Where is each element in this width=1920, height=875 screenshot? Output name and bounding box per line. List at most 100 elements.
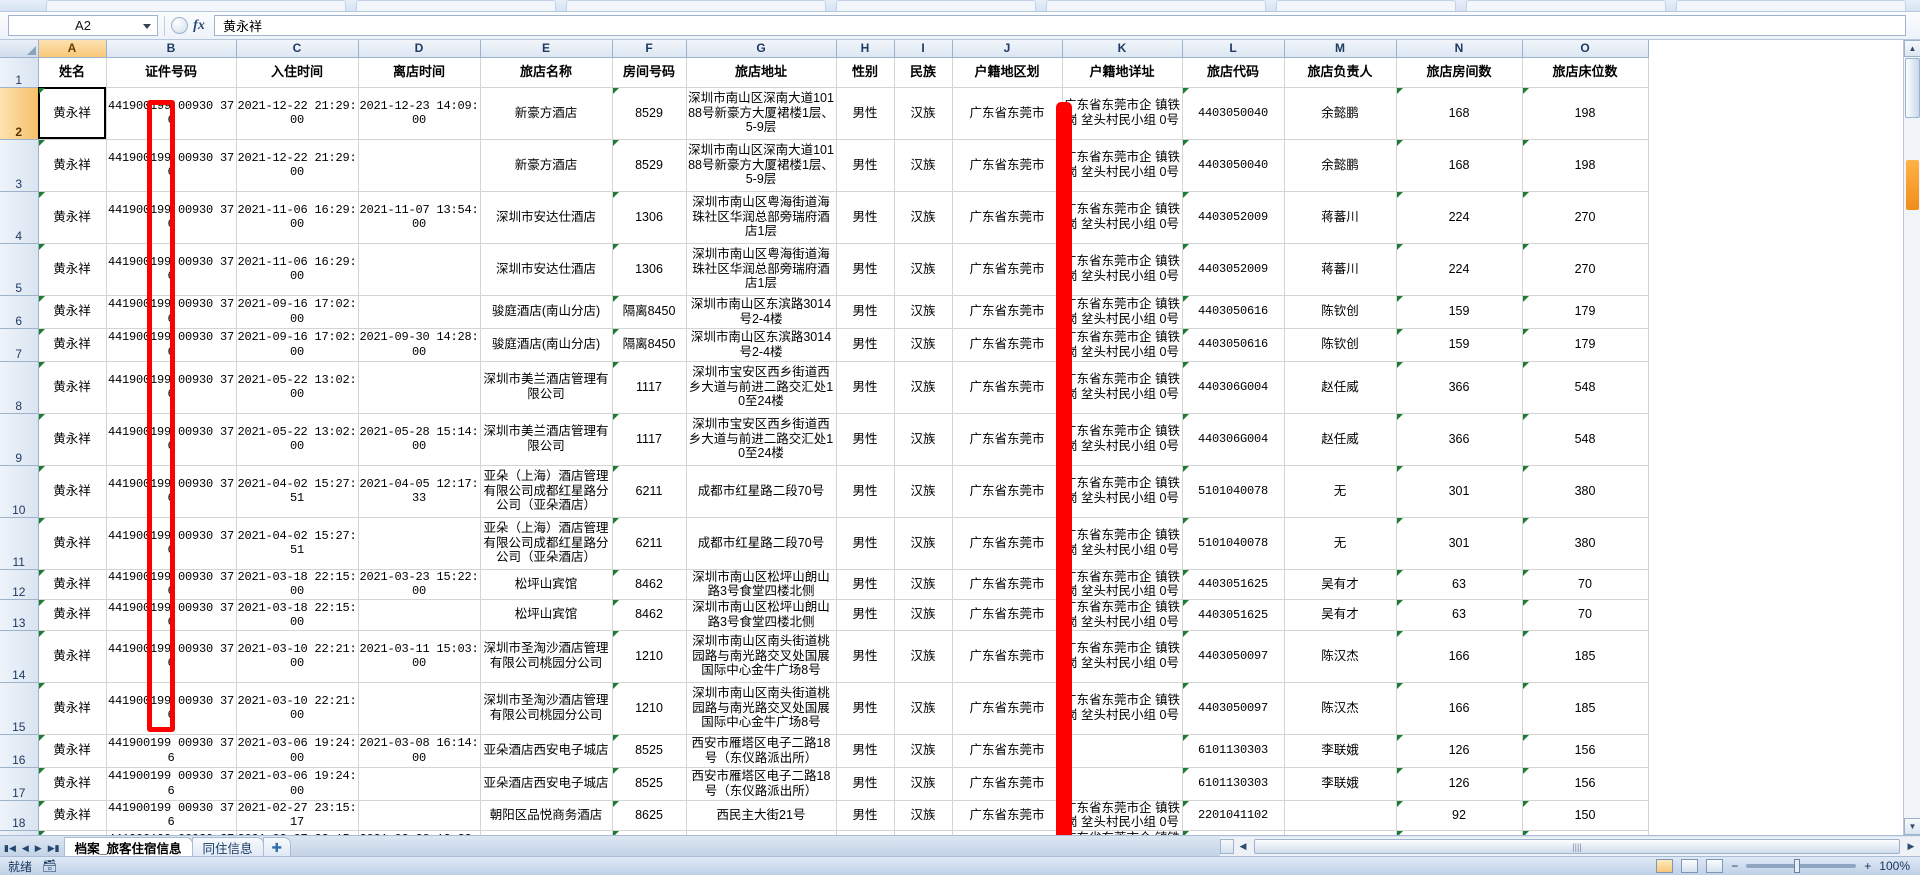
select-all-corner[interactable] [0, 40, 39, 58]
column-title-cell[interactable]: 旅店地址 [686, 57, 837, 88]
data-cell[interactable]: 广东省东莞市企 镇铁岗 坌头村民小组 0号 [1062, 295, 1183, 329]
data-cell[interactable]: 2021-09-16 17:02:00 [236, 328, 359, 362]
data-cell[interactable]: 深圳市圣淘沙酒店管理有限公司桃园分公司 [480, 630, 613, 683]
data-cell[interactable]: 70 [1522, 569, 1649, 600]
data-cell[interactable]: 广东省东莞市 [952, 630, 1063, 683]
data-cell[interactable]: 6211 [612, 517, 687, 570]
row-header-17[interactable]: 17 [0, 767, 39, 801]
data-cell[interactable] [358, 243, 481, 296]
data-cell[interactable]: 广东省东莞市 [952, 465, 1063, 518]
data-cell[interactable]: 汉族 [894, 569, 953, 600]
data-cell[interactable]: 广东省东莞市企 镇铁岗 坌头村民小组 0号 [1062, 139, 1183, 192]
data-cell[interactable]: 166 [1396, 682, 1523, 735]
data-cell[interactable]: 广东省东莞市企 镇铁岗 坌头村民小组 0号 [1062, 361, 1183, 414]
data-cell[interactable]: 441900199 00930 376 [106, 139, 237, 192]
row-header-2[interactable]: 2 [0, 87, 39, 140]
data-cell[interactable]: 广东省东莞市企 镇铁岗 坌头村民小组 0号 [1062, 87, 1183, 140]
data-cell[interactable]: 2021-03-18 22:15:00 [236, 599, 359, 631]
data-cell[interactable]: 198 [1522, 87, 1649, 140]
data-cell[interactable]: 无 [1284, 465, 1397, 518]
data-cell[interactable]: 广东省东莞市企 镇铁岗 坌头村民小组 0号 [1062, 328, 1183, 362]
data-cell[interactable]: 深圳市宝安区西乡街道西乡大道与前进二路交汇处10至24楼 [686, 413, 837, 466]
data-cell[interactable]: 黄永祥 [38, 630, 107, 683]
data-cell[interactable]: 2021-04-02 15:27:51 [236, 517, 359, 570]
data-cell[interactable]: 李联娥 [1284, 734, 1397, 768]
data-cell[interactable] [358, 139, 481, 192]
data-cell[interactable]: 2021-09-16 17:02:00 [236, 295, 359, 329]
column-header-g[interactable]: G [686, 40, 837, 58]
data-cell[interactable]: 2021-09-30 14:28:00 [358, 328, 481, 362]
data-cell[interactable]: 蒋蕃川 [1284, 243, 1397, 296]
data-cell[interactable]: 李联娥 [1284, 767, 1397, 801]
data-cell[interactable]: 广东省东莞市 [952, 361, 1063, 414]
new-sheet-icon[interactable]: ✚ [262, 837, 292, 856]
data-cell[interactable] [1062, 767, 1183, 801]
data-cell[interactable]: 156 [1522, 767, 1649, 801]
data-cell[interactable]: 余懿鹏 [1284, 139, 1397, 192]
data-cell[interactable]: 深圳市南山区南头街道桃园路与南光路交叉处国展国际中心金牛广场8号 [686, 682, 837, 735]
data-cell[interactable]: 男性 [836, 87, 895, 140]
data-cell[interactable]: 深圳市南山区粤海街道海珠社区华润总部旁瑞府酒店1层 [686, 243, 837, 296]
data-cell[interactable]: 汉族 [894, 517, 953, 570]
row-header-10[interactable]: 10 [0, 465, 39, 518]
column-header-k[interactable]: K [1062, 40, 1183, 58]
data-cell[interactable]: 380 [1522, 517, 1649, 570]
column-title-cell[interactable]: 证件号码 [106, 57, 237, 88]
data-cell[interactable]: 548 [1522, 361, 1649, 414]
data-cell[interactable]: 广东省东莞市 [952, 569, 1063, 600]
data-cell[interactable]: 92 [1396, 830, 1523, 835]
data-cell[interactable]: 亚朵（上海）酒店管理有限公司成都红星路分公司（亚朵酒店） [480, 465, 613, 518]
column-title-cell[interactable]: 姓名 [38, 57, 107, 88]
data-cell[interactable]: 广东省东莞市 [952, 767, 1063, 801]
data-cell[interactable]: 西民主大街21号 [686, 800, 837, 831]
data-cell[interactable]: 陈汉杰 [1284, 630, 1397, 683]
data-cell[interactable]: 朝阳区品悦商务酒店 [480, 830, 613, 835]
data-cell[interactable]: 8529 [612, 87, 687, 140]
data-cell[interactable]: 2021-03-18 22:15:00 [236, 569, 359, 600]
data-cell[interactable]: 蒋蕃川 [1284, 191, 1397, 244]
row-header-4[interactable]: 4 [0, 191, 39, 244]
data-cell[interactable]: 126 [1396, 767, 1523, 801]
data-cell[interactable]: 深圳市南山区南头街道桃园路与南光路交叉处国展国际中心金牛广场8号 [686, 630, 837, 683]
data-cell[interactable]: 2021-11-06 16:29:00 [236, 191, 359, 244]
data-cell[interactable]: 广东省东莞市企 镇铁岗 坌头村民小组 0号 [1062, 800, 1183, 831]
data-cell[interactable]: 2201041102 [1182, 830, 1285, 835]
data-cell[interactable]: 179 [1522, 295, 1649, 329]
data-cell[interactable]: 亚朵酒店西安电子城店 [480, 767, 613, 801]
data-cell[interactable]: 隔离8450 [612, 295, 687, 329]
data-cell[interactable]: 深圳市安达仕酒店 [480, 191, 613, 244]
column-title-cell[interactable]: 户籍地详址 [1062, 57, 1183, 88]
column-header-e[interactable]: E [480, 40, 613, 58]
data-cell[interactable]: 5101040078 [1182, 465, 1285, 518]
data-cell[interactable]: 黄永祥 [38, 328, 107, 362]
data-cell[interactable]: 深圳市南山区松坪山朗山路3号食堂四楼北侧 [686, 569, 837, 600]
data-cell[interactable] [358, 800, 481, 831]
data-cell[interactable]: 吴有才 [1284, 599, 1397, 631]
data-cell[interactable] [358, 361, 481, 414]
data-cell[interactable]: 广东省东莞市企 镇铁岗 坌头村民小组 0号 [1062, 517, 1183, 570]
data-cell[interactable]: 广东省东莞市企 镇铁岗 坌头村民小组 0号 [1062, 630, 1183, 683]
data-cell[interactable]: 224 [1396, 191, 1523, 244]
data-cell[interactable]: 159 [1396, 295, 1523, 329]
data-cell[interactable]: 440306G004 [1182, 361, 1285, 414]
data-cell[interactable]: 陈钦创 [1284, 295, 1397, 329]
data-cell[interactable]: 汉族 [894, 139, 953, 192]
data-cell[interactable]: 441900199 00930 376 [106, 243, 237, 296]
normal-view-button[interactable] [1656, 859, 1674, 873]
vertical-scroll-thumb[interactable] [1905, 58, 1920, 118]
data-cell[interactable]: 2021-03-06 19:24:00 [236, 734, 359, 768]
data-cell[interactable]: 广东省东莞市 [952, 734, 1063, 768]
data-cell[interactable]: 441900199 00930 376 [106, 630, 237, 683]
data-cell[interactable]: 深圳市南山区东滨路3014号2-4楼 [686, 295, 837, 329]
row-header-8[interactable]: 8 [0, 361, 39, 414]
data-cell[interactable]: 4403050097 [1182, 630, 1285, 683]
scroll-left-arrow[interactable]: ◀ [1239, 841, 1247, 851]
data-cell[interactable]: 70 [1522, 599, 1649, 631]
data-cell[interactable]: 成都市红星路二段70号 [686, 517, 837, 570]
data-cell[interactable]: 441900199 00930 376 [106, 599, 237, 631]
data-cell[interactable]: 270 [1522, 191, 1649, 244]
data-cell[interactable]: 2021-04-05 12:17:33 [358, 465, 481, 518]
data-cell[interactable]: 441900199 00930 376 [106, 191, 237, 244]
data-cell[interactable]: 广东省东莞市 [952, 191, 1063, 244]
data-cell[interactable]: 广东省东莞市企 镇铁岗 坌头村民小组 0号 [1062, 243, 1183, 296]
